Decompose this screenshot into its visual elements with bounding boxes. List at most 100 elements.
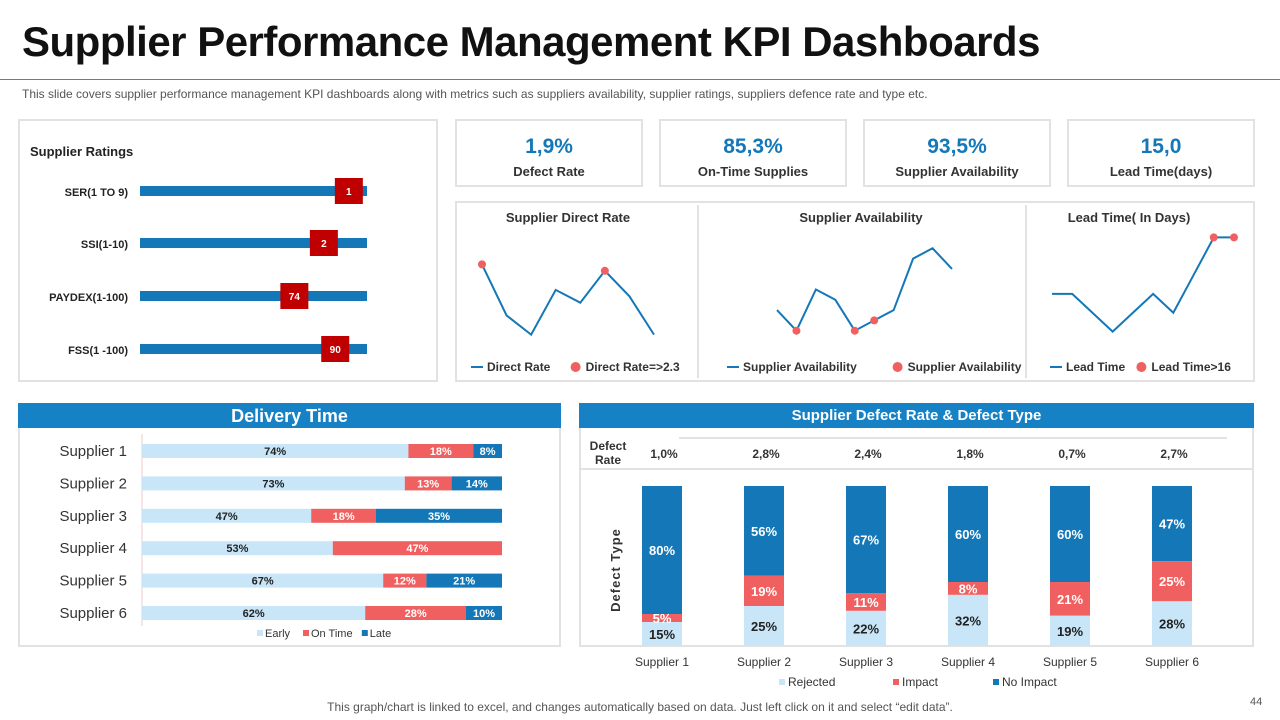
delivery-bar-segment: [142, 508, 312, 523]
kpi-decor-line: [685, 119, 839, 121]
defect-rate-value: 2,4%: [854, 447, 882, 461]
delivery-value-label: 18%: [430, 446, 452, 458]
legend-label: Direct Rate=>2.3: [586, 360, 680, 374]
defect-value-label: 47%: [1159, 517, 1185, 532]
delivery-value-label: 12%: [394, 576, 416, 588]
legend-swatch: [257, 630, 263, 636]
rating-category-label: FSS(1 -100): [68, 345, 128, 357]
delivery-value-label: 35%: [428, 511, 450, 523]
supplier-label: Supplier 3: [839, 655, 893, 669]
rating-marker: [321, 336, 350, 362]
line-chart-title: Lead Time( In Days): [1068, 210, 1191, 225]
series-line: [1052, 236, 1234, 333]
legend-label: Direct Rate: [487, 360, 551, 374]
rating-marker-label: 74: [289, 292, 301, 303]
delivery-bar-segment: [311, 508, 376, 523]
page-title: Supplier Performance Management KPI Dash…: [22, 18, 1040, 65]
defect-bar-segment: [948, 594, 988, 646]
defect-header: Supplier Defect Rate & Defect Type: [579, 403, 1254, 429]
supplier-label: Supplier 6: [1145, 655, 1199, 669]
line-chart-title: Supplier Availability: [799, 210, 923, 225]
defect-rate-value: 0,7%: [1058, 447, 1086, 461]
supplier-label: Supplier 5: [1043, 655, 1097, 669]
delivery-bar-segment: [142, 476, 405, 491]
defect-bar-segment: [1050, 615, 1090, 646]
series-line: [776, 247, 953, 333]
rating-bar: [140, 291, 367, 301]
defect-value-label: 60%: [1057, 527, 1083, 542]
rating-marker-label: 2: [321, 239, 327, 250]
delivery-bar-segment: [451, 476, 502, 491]
delivery-time-chart: Supplier 1 74% 18% 8% Supplier 2 73% 13% 14% Sup…: [59, 434, 502, 640]
defect-bar-segment: [1152, 561, 1192, 602]
legend-label: Supplier Availability: [743, 360, 857, 374]
delivery-bar-segment: [142, 541, 333, 556]
defect-bar-segment: [744, 486, 784, 576]
page-subtitle: This slide covers supplier performance m…: [22, 87, 928, 101]
legend-swatch: [993, 679, 999, 685]
highlight-point: [600, 266, 609, 275]
delivery-bar-segment: [142, 573, 384, 588]
legend-swatch: [779, 679, 785, 685]
legend-label: Impact: [902, 675, 939, 689]
supplier-label: Supplier 3: [59, 508, 127, 525]
legend-label: On Time: [311, 628, 353, 640]
y-axis-label: Defect Type: [608, 528, 623, 612]
defect-value-label: 19%: [1057, 624, 1083, 639]
defect-bar-segment: [744, 606, 784, 646]
highlight-point: [850, 326, 859, 335]
delivery-value-label: 47%: [216, 511, 238, 523]
defect-value-label: 21%: [1057, 592, 1083, 607]
delivery-value-label: 13%: [417, 478, 439, 490]
supplier-label: Supplier 2: [737, 655, 791, 669]
trend-line-charts: Supplier Direct Rate Direct Rate Direct Ra…: [471, 205, 1238, 378]
defect-bar-segment: [744, 575, 784, 606]
delivery-value-label: 62%: [243, 608, 265, 620]
defect-bar-segment: [846, 593, 886, 611]
delivery-bar-segment: [473, 444, 502, 458]
defect-bar-segment: [846, 486, 886, 594]
legend-swatch: [361, 630, 368, 636]
defect-rate-row-label: Defect: [590, 439, 627, 453]
defect-value-label: 32%: [955, 613, 981, 628]
legend-marker-swatch: [1136, 362, 1147, 372]
legend-label: Rejected: [788, 675, 835, 689]
legend-swatch: [893, 679, 899, 685]
rating-category-label: SSI(1-10): [81, 239, 128, 251]
delivery-bar-segment: [383, 573, 427, 588]
supplier-ratings-chart: Supplier Ratings SER(1 TO 9) 1 SSI(1-10) 2 PA…: [30, 144, 367, 362]
delivery-value-label: 74%: [264, 446, 286, 458]
kpi-label: Supplier Availability: [895, 164, 1019, 179]
delivery-value-label: 21%: [453, 576, 475, 588]
delivery-bar-segment: [142, 444, 409, 458]
supplier-label: Supplier 1: [59, 443, 127, 460]
line-chart-title: Supplier Direct Rate: [506, 210, 630, 225]
defect-rate-value: 1,0%: [650, 447, 678, 461]
delivery-value-label: 28%: [405, 608, 427, 620]
footer-note: This graph/chart is linked to excel, and…: [327, 700, 953, 714]
kpi-decor-line: [889, 119, 1043, 121]
rating-category-label: SER(1 TO 9): [65, 187, 129, 199]
kpi-value: 93,5%: [927, 135, 987, 158]
defect-value-label: 11%: [853, 595, 879, 610]
delivery-bar-segment: [376, 508, 502, 523]
defect-bar-segment: [642, 486, 682, 614]
kpi-supplier-availability: 93,5% Supplier Availability: [863, 119, 1051, 187]
highlight-point: [478, 260, 486, 269]
rating-marker: [334, 178, 363, 204]
kpi-on-time-supplies: 85,3% On-Time Supplies: [659, 119, 847, 187]
rating-marker: [280, 283, 309, 309]
legend-label: Lead Time: [1066, 360, 1125, 374]
defect-value-label: 19%: [751, 584, 777, 599]
defect-bar-segment: [1050, 486, 1090, 582]
delivery-value-label: 18%: [333, 511, 355, 523]
defect-value-label: 22%: [853, 621, 879, 636]
rating-category-label: PAYDEX(1-100): [49, 292, 128, 304]
kpi-decor-line: [481, 119, 635, 121]
defect-value-label: 25%: [1159, 574, 1185, 589]
supplier-label: Supplier 5: [59, 573, 127, 590]
kpi-label: Lead Time(days): [1109, 164, 1213, 179]
delivery-bar-segment: [332, 541, 502, 556]
kpi-value: 85,3%: [723, 135, 783, 158]
delivery-bar-segment: [426, 573, 502, 588]
